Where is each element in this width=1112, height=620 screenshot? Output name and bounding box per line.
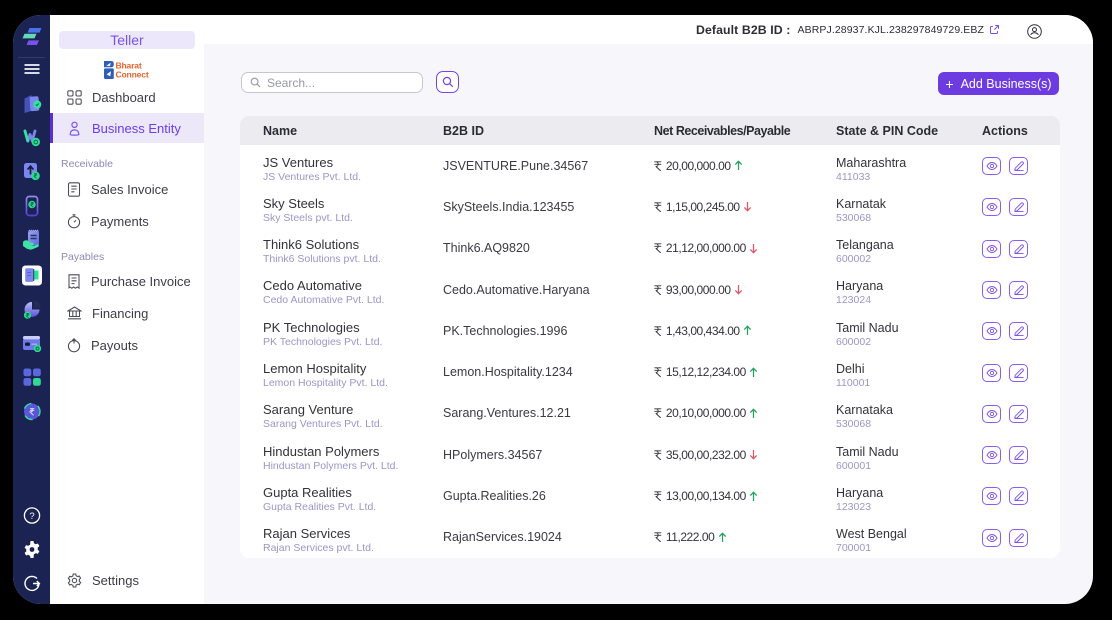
- svg-text:?: ?: [29, 511, 34, 522]
- svg-text:Bharat: Bharat: [116, 61, 142, 71]
- svg-text:Connect: Connect: [116, 70, 149, 79]
